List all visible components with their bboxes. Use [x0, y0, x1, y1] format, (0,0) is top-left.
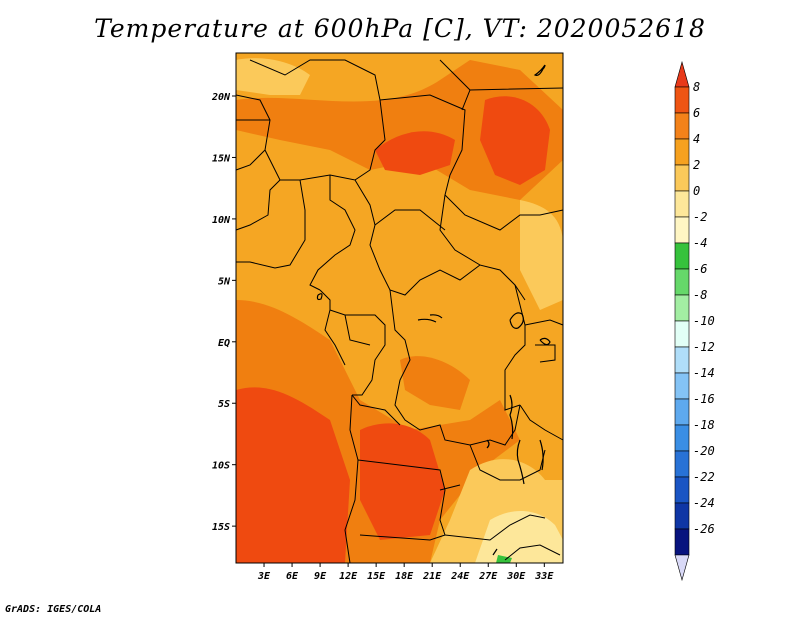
colorbar-label: -24 [693, 496, 715, 510]
hot-zone-chad [375, 131, 455, 175]
colorbar-label: -12 [693, 340, 715, 354]
cool-zone-east [520, 200, 563, 310]
colorbar-box [674, 476, 690, 504]
x-tick-label: 15E [367, 571, 386, 582]
colorbar-box [674, 216, 690, 244]
colorbar-label: 0 [693, 184, 700, 198]
colorbar: 8 6 4 2 0 -2 -4 -6 -8 -10 -12 -14 -16 -18 -20 -22 -24 -26 [674, 60, 715, 582]
y-tick-label: 5N [218, 276, 231, 287]
grads-credit: GrADS: IGES/COLA [5, 604, 102, 615]
colorbar-box [674, 164, 690, 192]
hot-zone-angola [360, 423, 445, 540]
x-tick-label: 9E [314, 571, 327, 582]
colorbar-bottom-arrow [674, 554, 690, 582]
colorbar-box [674, 190, 690, 218]
colorbar-label: -18 [693, 418, 715, 432]
colorbar-top-arrow [674, 60, 690, 88]
warm-zone-central [400, 356, 470, 410]
x-tick-label: 3E [257, 571, 271, 582]
colorbar-label: -20 [693, 444, 715, 458]
colorbar-label: -14 [693, 366, 715, 380]
colorbar-box [674, 138, 690, 166]
y-tick-label: 5S [218, 399, 230, 410]
map-title: Temperature at 600hPa [C], VT: 202005261… [94, 14, 706, 43]
colorbar-box [674, 424, 690, 452]
colorbar-label: -8 [693, 288, 707, 302]
colorbar-box [674, 398, 690, 426]
colorbar-box [674, 502, 690, 530]
y-tick-label: 15N [212, 153, 231, 164]
x-tick-label: 18E [395, 571, 414, 582]
colorbar-label: 8 [693, 80, 700, 94]
colorbar-label: -26 [693, 522, 715, 536]
x-tick-label: 24E [450, 571, 470, 582]
country-boundaries [235, 59, 564, 564]
colorbar-box [674, 268, 690, 296]
colorbar-box [674, 372, 690, 400]
cool-zone-north [236, 58, 310, 95]
x-tick-label: 33E [534, 571, 554, 582]
colorbar-label: -22 [693, 470, 715, 484]
y-axis: 20N 15N 10N 5N EQ 5S 10S 15S [211, 92, 236, 533]
lakes [316, 64, 551, 556]
colorbar-box [674, 450, 690, 478]
y-tick-label: 10S [212, 461, 230, 472]
map-frame [235, 52, 564, 564]
x-axis: 3E 6E 9E 12E 15E 18E 21E 24E 27E 30E 33E [257, 563, 554, 582]
colorbar-label: 6 [693, 106, 700, 120]
x-tick-label: 6E [286, 571, 299, 582]
cold-spot [496, 555, 512, 563]
colorbar-box [674, 528, 690, 556]
map-area [235, 52, 564, 564]
colorbar-label: -16 [693, 392, 715, 406]
colorbar-label: 2 [693, 158, 700, 172]
y-tick-label: 15S [212, 522, 230, 533]
colorbar-box [674, 320, 690, 348]
colorbar-box [674, 112, 690, 140]
colorbar-box [674, 86, 690, 114]
colorbar-box [674, 294, 690, 322]
colorbar-box [674, 346, 690, 374]
y-tick-label: 20N [211, 92, 231, 103]
hot-zone-ocean [236, 387, 350, 563]
colorbar-label: -10 [693, 314, 715, 328]
colorbar-label: 4 [693, 132, 700, 146]
colorbar-box [674, 242, 690, 270]
warm-zone-sahel [236, 60, 563, 200]
colorbar-label: -6 [693, 262, 707, 276]
colorbar-label: -4 [693, 236, 707, 250]
colorbar-label: -2 [693, 210, 707, 224]
x-tick-label: 30E [506, 571, 526, 582]
x-tick-label: 27E [478, 571, 498, 582]
x-tick-label: 21E [422, 571, 442, 582]
y-tick-label: 10N [212, 215, 231, 226]
y-tick-label: EQ [218, 338, 230, 349]
x-tick-label: 12E [339, 571, 358, 582]
hot-zone-sudan [480, 96, 550, 185]
